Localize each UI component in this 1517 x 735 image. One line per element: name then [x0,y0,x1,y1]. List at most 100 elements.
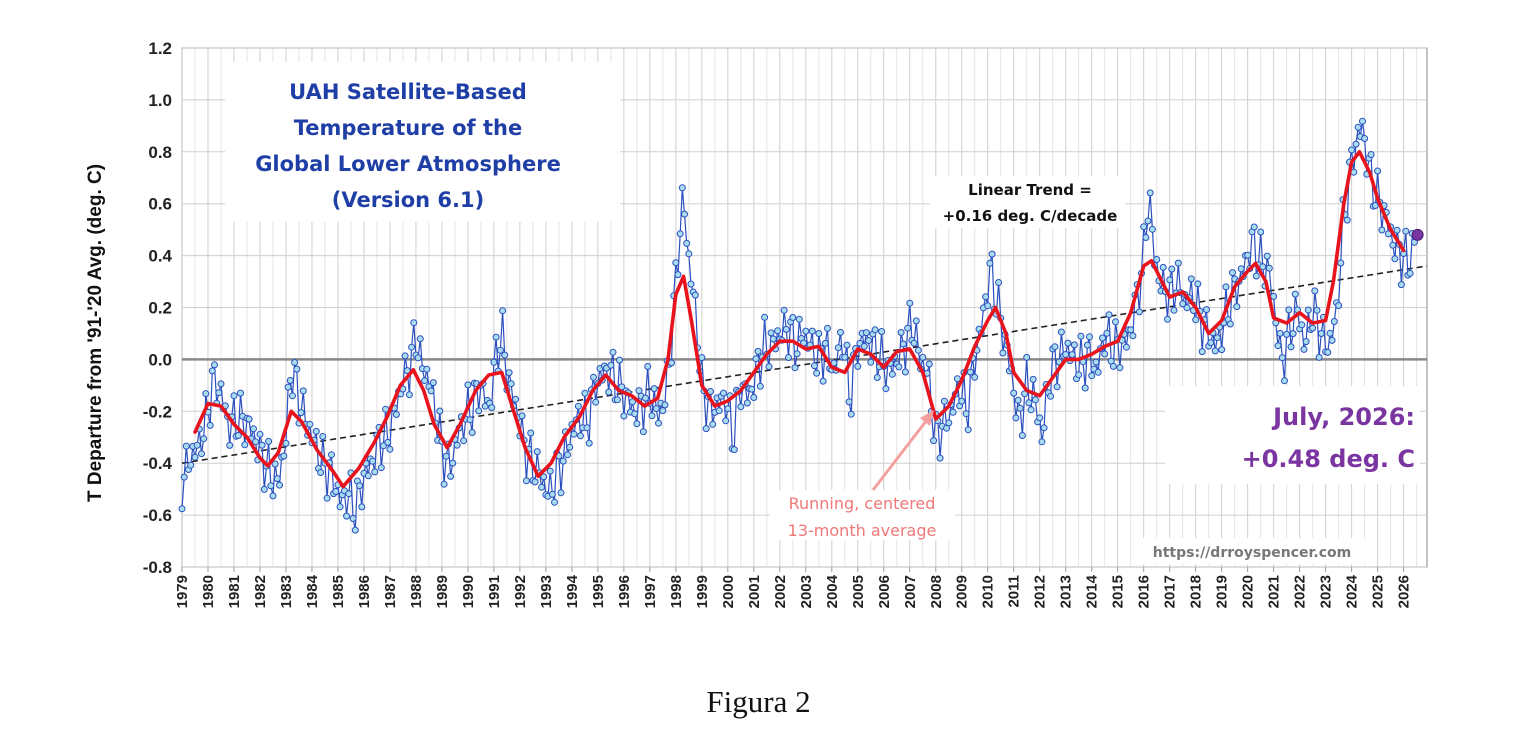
monthly-point [533,448,541,456]
monthly-point [687,280,695,288]
monthly-point [440,480,448,488]
monthly-point [208,367,216,375]
y-tick-label: 1.0 [148,91,172,110]
monthly-point [724,405,732,413]
monthly-point [364,472,372,480]
monthly-point [865,337,873,344]
monthly-point [765,363,773,371]
monthly-point [780,306,788,314]
monthly-point [178,505,186,513]
monthly-point [1112,318,1119,326]
x-tick-label: 2011 [1006,575,1023,608]
monthly-point [906,299,914,307]
monthly-point [1070,341,1078,349]
latest-point-group [1411,228,1424,241]
monthly-point [620,412,628,420]
monthly-point [492,333,500,341]
monthly-point [356,482,364,490]
monthly-point [1027,406,1035,414]
monthly-point [984,302,992,310]
monthly-point [198,450,205,458]
monthly-point [962,410,970,418]
monthly-point [698,354,706,362]
monthly-point [317,469,325,476]
monthly-point [1083,341,1091,349]
monthly-point [312,427,320,435]
monthly-point [416,335,424,343]
monthly-point [343,512,351,520]
monthly-point [276,481,283,489]
x-tick-label: 1984 [304,574,321,608]
monthly-point [873,374,881,381]
monthly-point [609,348,617,356]
monthly-point [743,399,751,407]
monthly-point [559,457,567,465]
monthly-point [702,425,710,433]
monthly-point [1274,342,1282,350]
monthly-point [1222,283,1230,291]
monthly-point [1326,329,1334,337]
monthly-point [966,368,974,376]
x-tick-label: 2000 [720,575,737,608]
x-tick-label: 1989 [434,575,451,608]
monthly-point [1142,234,1150,241]
source-credit: https://drroyspencer.com [1140,538,1365,564]
monthly-point [1068,351,1076,359]
monthly-point [847,410,855,418]
monthly-point [1103,329,1111,337]
trend-label-line-1: Linear Trend = [968,181,1092,199]
monthly-point [1203,306,1210,314]
monthly-point [217,380,225,388]
y-axis-label: T Departure from '91-'20 Avg. (deg. C) [85,164,106,502]
monthly-point [245,415,253,423]
monthly-point [191,453,199,461]
monthly-point [1278,354,1286,362]
monthly-point [1265,264,1273,272]
monthly-point [273,475,281,483]
monthly-point [756,382,764,390]
monthly-point [862,329,870,337]
monthly-point [280,452,288,460]
monthly-point [785,354,792,361]
monthly-point [793,350,801,358]
monthly-point [490,358,498,366]
monthly-point [841,353,849,361]
monthly-point [813,369,821,377]
monthly-point [369,457,377,465]
monthly-point [1047,392,1055,400]
x-tick-label: 2009 [954,575,971,608]
monthly-point [1244,251,1252,259]
monthly-point [674,271,682,279]
x-tick-label: 1990 [460,575,477,608]
monthly-point [860,342,868,350]
monthly-point [691,291,699,299]
x-tick-label: 1988 [408,575,425,608]
monthly-point [1088,372,1096,380]
monthly-point [1315,353,1323,361]
monthly-point [200,435,208,443]
monthly-point [1101,350,1109,358]
monthly-point [1081,384,1089,392]
monthly-point [607,361,615,369]
monthly-point [505,369,513,377]
monthly-point [252,438,260,446]
monthly-point [1285,306,1293,314]
monthly-point [1361,135,1369,142]
monthly-point [982,293,990,301]
monthly-point [1317,330,1325,337]
x-tick-label: 2019 [1214,575,1231,608]
x-tick-label: 1991 [486,575,503,608]
monthly-point [423,365,431,373]
monthly-point [730,446,738,454]
monthly-point [767,329,775,337]
monthly-point [899,340,907,348]
monthly-point [845,398,853,406]
monthly-point [750,394,758,401]
monthly-point [1036,414,1044,422]
monthly-point [182,442,190,450]
monthly-point [1086,333,1093,341]
monthly-point [1367,151,1375,158]
monthly-point [1252,272,1260,280]
y-tick-label: -0.4 [143,454,173,473]
monthly-point [392,411,400,418]
